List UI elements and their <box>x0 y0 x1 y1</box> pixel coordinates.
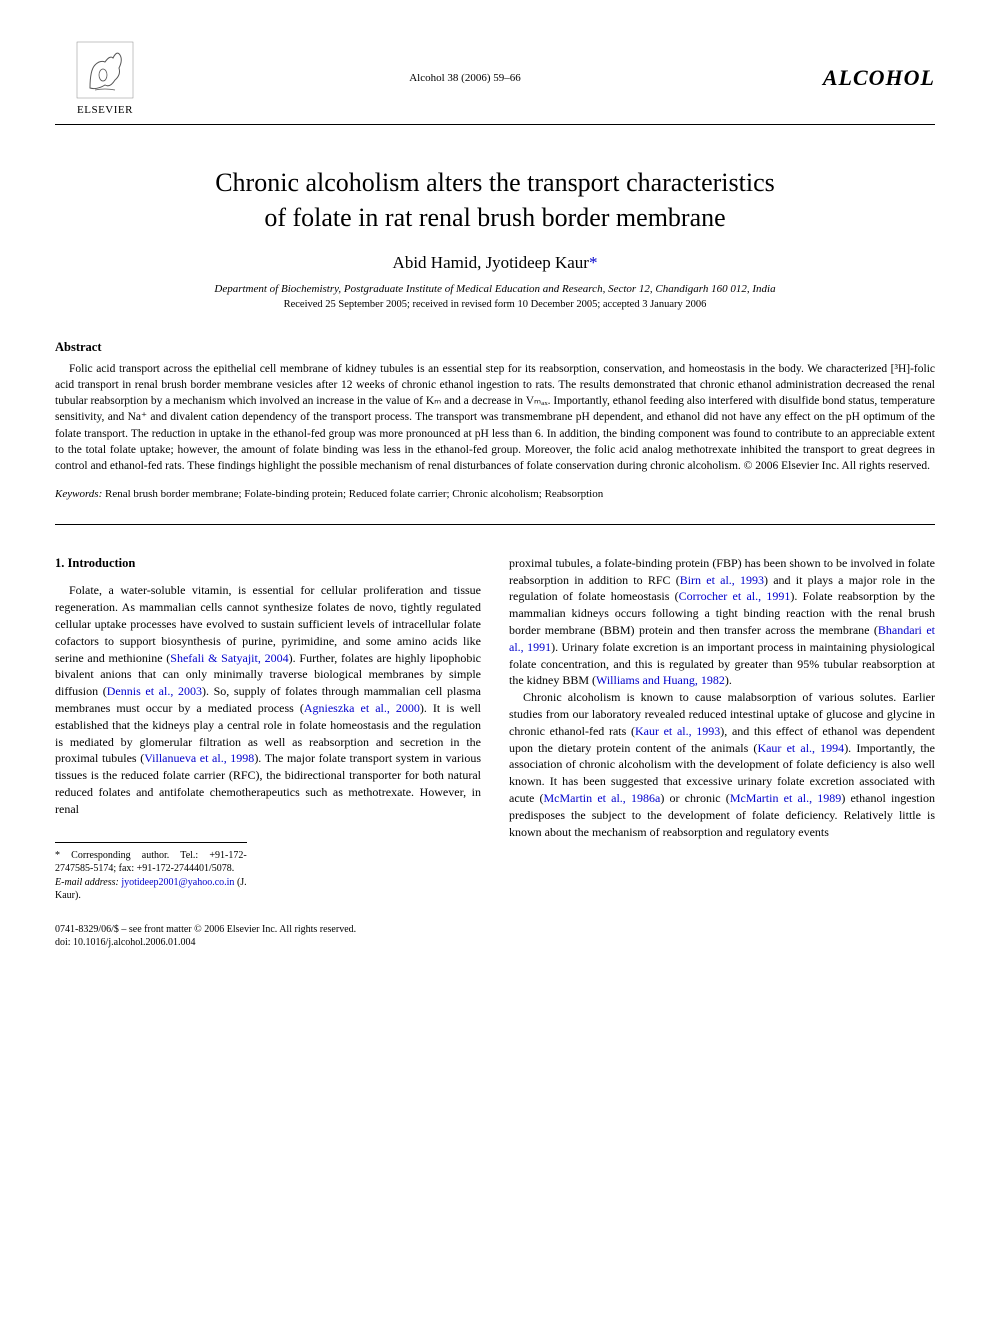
citation-link[interactable]: Kaur et al., 1993 <box>635 724 720 738</box>
keywords-label: Keywords: <box>55 488 102 500</box>
citation-link[interactable]: Kaur et al., 1994 <box>757 741 844 755</box>
article-dates: Received 25 September 2005; received in … <box>55 299 935 310</box>
doi-line: doi: 10.1016/j.alcohol.2006.01.004 <box>55 936 481 950</box>
citation-link[interactable]: McMartin et al., 1986a <box>543 791 660 805</box>
citation-link[interactable]: Villanueva et al., 1998 <box>144 751 254 765</box>
column-right: proximal tubules, a folate-binding prote… <box>509 555 935 950</box>
journal-citation: Alcohol 38 (2006) 59–66 <box>155 72 775 84</box>
citation-link[interactable]: Shefali & Satyajit, 2004 <box>170 651 288 665</box>
citation-link[interactable]: Birn et al., 1993 <box>680 573 764 587</box>
author-names: Abid Hamid, Jyotideep Kaur <box>393 253 589 272</box>
copyright-line: 0741-8329/06/$ – see front matter © 2006… <box>55 923 481 937</box>
publisher-block: ELSEVIER <box>55 40 155 116</box>
email-link[interactable]: jyotideep2001@yahoo.co.in <box>121 877 234 888</box>
keywords: Keywords: Renal brush border membrane; F… <box>55 488 935 525</box>
citation-link[interactable]: Williams and Huang, 1982 <box>596 673 725 687</box>
abstract-heading: Abstract <box>55 340 935 355</box>
email-footnote: E-mail address: jyotideep2001@yahoo.co.i… <box>55 876 247 903</box>
paragraph: Chronic alcoholism is known to cause mal… <box>509 689 935 840</box>
column-left: 1. Introduction Folate, a water-soluble … <box>55 555 481 950</box>
citation-link[interactable]: Agnieszka et al., 2000 <box>304 701 420 715</box>
elsevier-logo-icon <box>75 40 135 100</box>
corresponding-author-footnote: * Corresponding author. Tel.: +91-172-27… <box>55 849 247 876</box>
paragraph: Folate, a water-soluble vitamin, is esse… <box>55 582 481 817</box>
paragraph: proximal tubules, a folate-binding prote… <box>509 555 935 689</box>
section-heading: 1. Introduction <box>55 555 481 573</box>
page-header: ELSEVIER Alcohol 38 (2006) 59–66 ALCOHOL <box>55 40 935 125</box>
abstract-body: Folic acid transport across the epitheli… <box>55 361 935 474</box>
corresponding-author-mark: * <box>589 253 598 272</box>
article-title: Chronic alcoholism alters the transport … <box>55 165 935 235</box>
title-line-1: Chronic alcoholism alters the transport … <box>215 168 775 197</box>
footnotes: * Corresponding author. Tel.: +91-172-27… <box>55 842 247 903</box>
title-line-2: of folate in rat renal brush border memb… <box>264 203 725 232</box>
publisher-name: ELSEVIER <box>77 104 133 116</box>
citation-link[interactable]: McMartin et al., 1989 <box>730 791 842 805</box>
body-columns: 1. Introduction Folate, a water-soluble … <box>55 555 935 950</box>
affiliation: Department of Biochemistry, Postgraduate… <box>55 283 935 295</box>
authors: Abid Hamid, Jyotideep Kaur* <box>55 253 935 273</box>
citation-link[interactable]: Dennis et al., 2003 <box>107 684 202 698</box>
keywords-text: Renal brush border membrane; Folate-bind… <box>102 488 603 500</box>
journal-name: ALCOHOL <box>775 65 935 91</box>
citation-link[interactable]: Corrocher et al., 1991 <box>679 589 791 603</box>
footer-meta: 0741-8329/06/$ – see front matter © 2006… <box>55 923 481 950</box>
